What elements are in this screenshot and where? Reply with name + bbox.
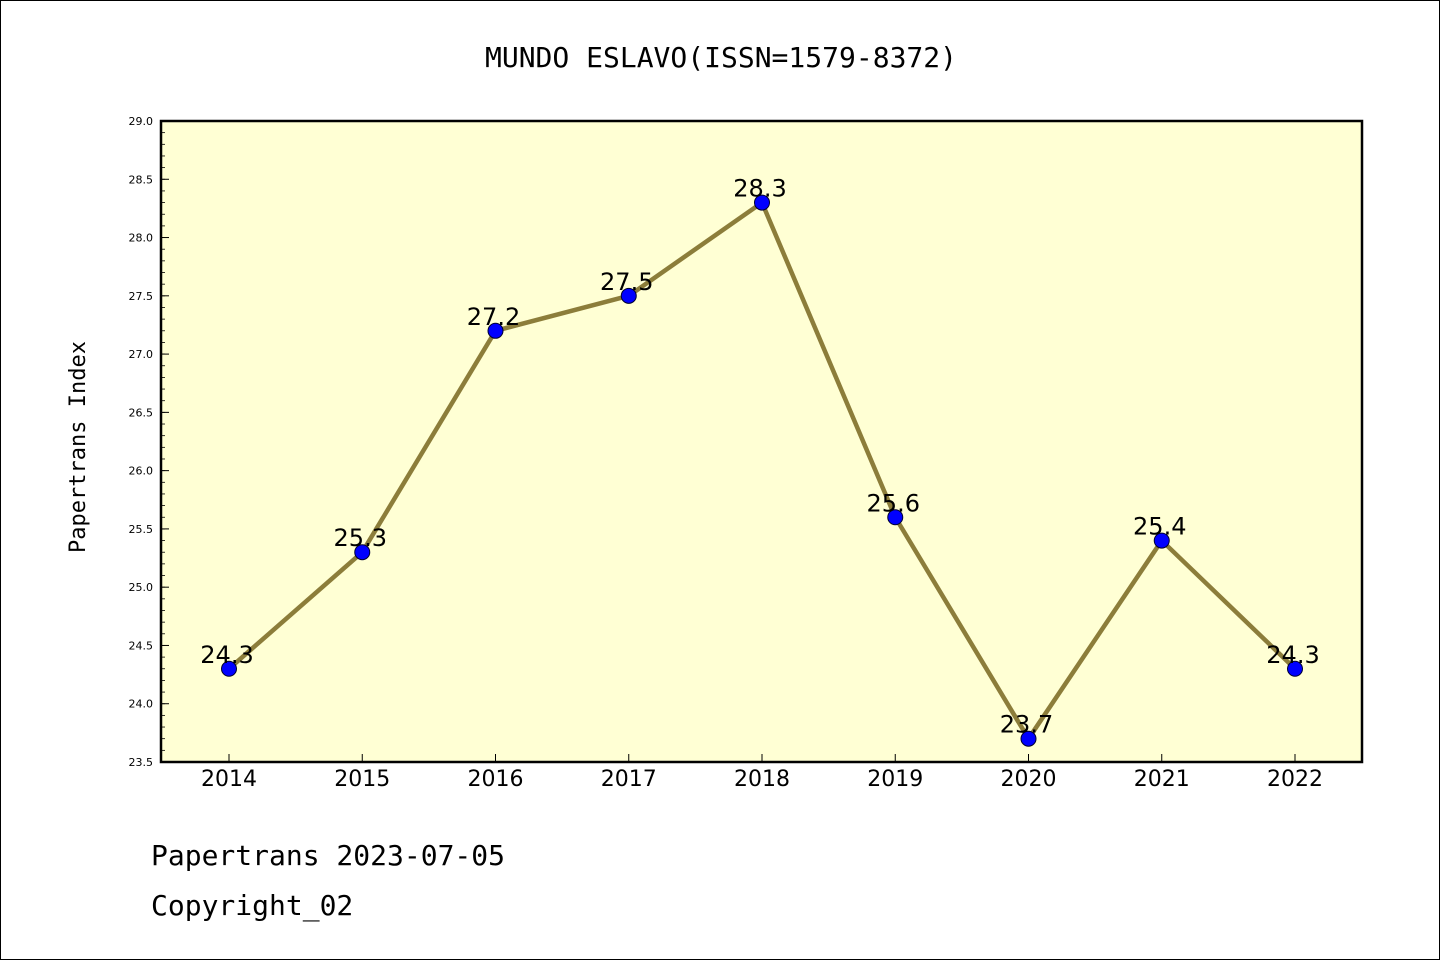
data-label: 23.7 (1000, 711, 1053, 739)
y-tick-label: 28.0 (129, 232, 154, 245)
x-tick-label: 2022 (1267, 767, 1323, 792)
x-tick-label: 2016 (468, 767, 524, 792)
y-tick-label: 29.0 (129, 115, 154, 128)
footer-copyright: Copyright_02 (151, 889, 353, 923)
y-axis-label: Papertrans Index (66, 341, 91, 553)
data-point (887, 509, 904, 526)
data-label: 25.4 (1133, 513, 1186, 541)
y-tick-label: 25.5 (129, 523, 154, 536)
data-point (754, 194, 770, 211)
chart-title: MUNDO ESLAVO(ISSN=1579-8372) (485, 41, 957, 74)
y-tick-label: 24.0 (129, 698, 154, 711)
data-point (1153, 532, 1170, 549)
data-point (1020, 730, 1037, 747)
x-tick-label: 2020 (1001, 767, 1057, 792)
y-tick-label: 28.5 (129, 173, 154, 186)
x-tick-label: 2019 (867, 767, 923, 792)
x-tick-label: 2017 (601, 767, 657, 792)
y-tick-label: 23.5 (129, 756, 154, 769)
y-axis: 23.5 24.0 24.5 25.0 25.5 26.0 26.5 27.0 27.5 28.0… (129, 115, 169, 769)
x-tick-label: 2021 (1134, 767, 1190, 792)
plot-area (161, 121, 1362, 762)
x-tick-label: 2014 (201, 767, 257, 792)
y-tick-label: 27.0 (129, 348, 154, 361)
data-point (1287, 660, 1303, 677)
data-label: 24.3 (200, 641, 253, 669)
plot-border (159, 119, 1364, 764)
footer-date: Papertrans 2023-07-05 (151, 839, 505, 872)
x-tick-label: 2018 (734, 767, 790, 792)
data-label: 27.2 (467, 303, 520, 331)
data-label: 28.3 (733, 175, 786, 203)
data-point (221, 660, 237, 677)
data-point (487, 322, 504, 339)
x-axis: 2014 2015 2016 2017 2018 2019 2020 2021 2022 (201, 754, 1323, 792)
data-point (354, 544, 371, 561)
y-tick-label: 27.5 (129, 290, 154, 303)
data-label: 24.3 (1266, 641, 1319, 669)
y-tick-label: 26.5 (129, 406, 154, 419)
series-layer: 24.3 25.3 27.2 27.5 28.3 25.6 23.7 25.4 24.3 (200, 175, 1320, 747)
y-tick-label: 26.0 (129, 465, 154, 478)
data-label: 25.3 (334, 524, 387, 552)
data-label: 25.6 (867, 489, 920, 517)
y-tick-label: 25.0 (129, 581, 154, 594)
data-label: 27.5 (600, 268, 653, 296)
data-point (620, 287, 637, 304)
x-tick-label: 2015 (334, 767, 390, 792)
y-tick-label: 24.5 (129, 639, 154, 652)
